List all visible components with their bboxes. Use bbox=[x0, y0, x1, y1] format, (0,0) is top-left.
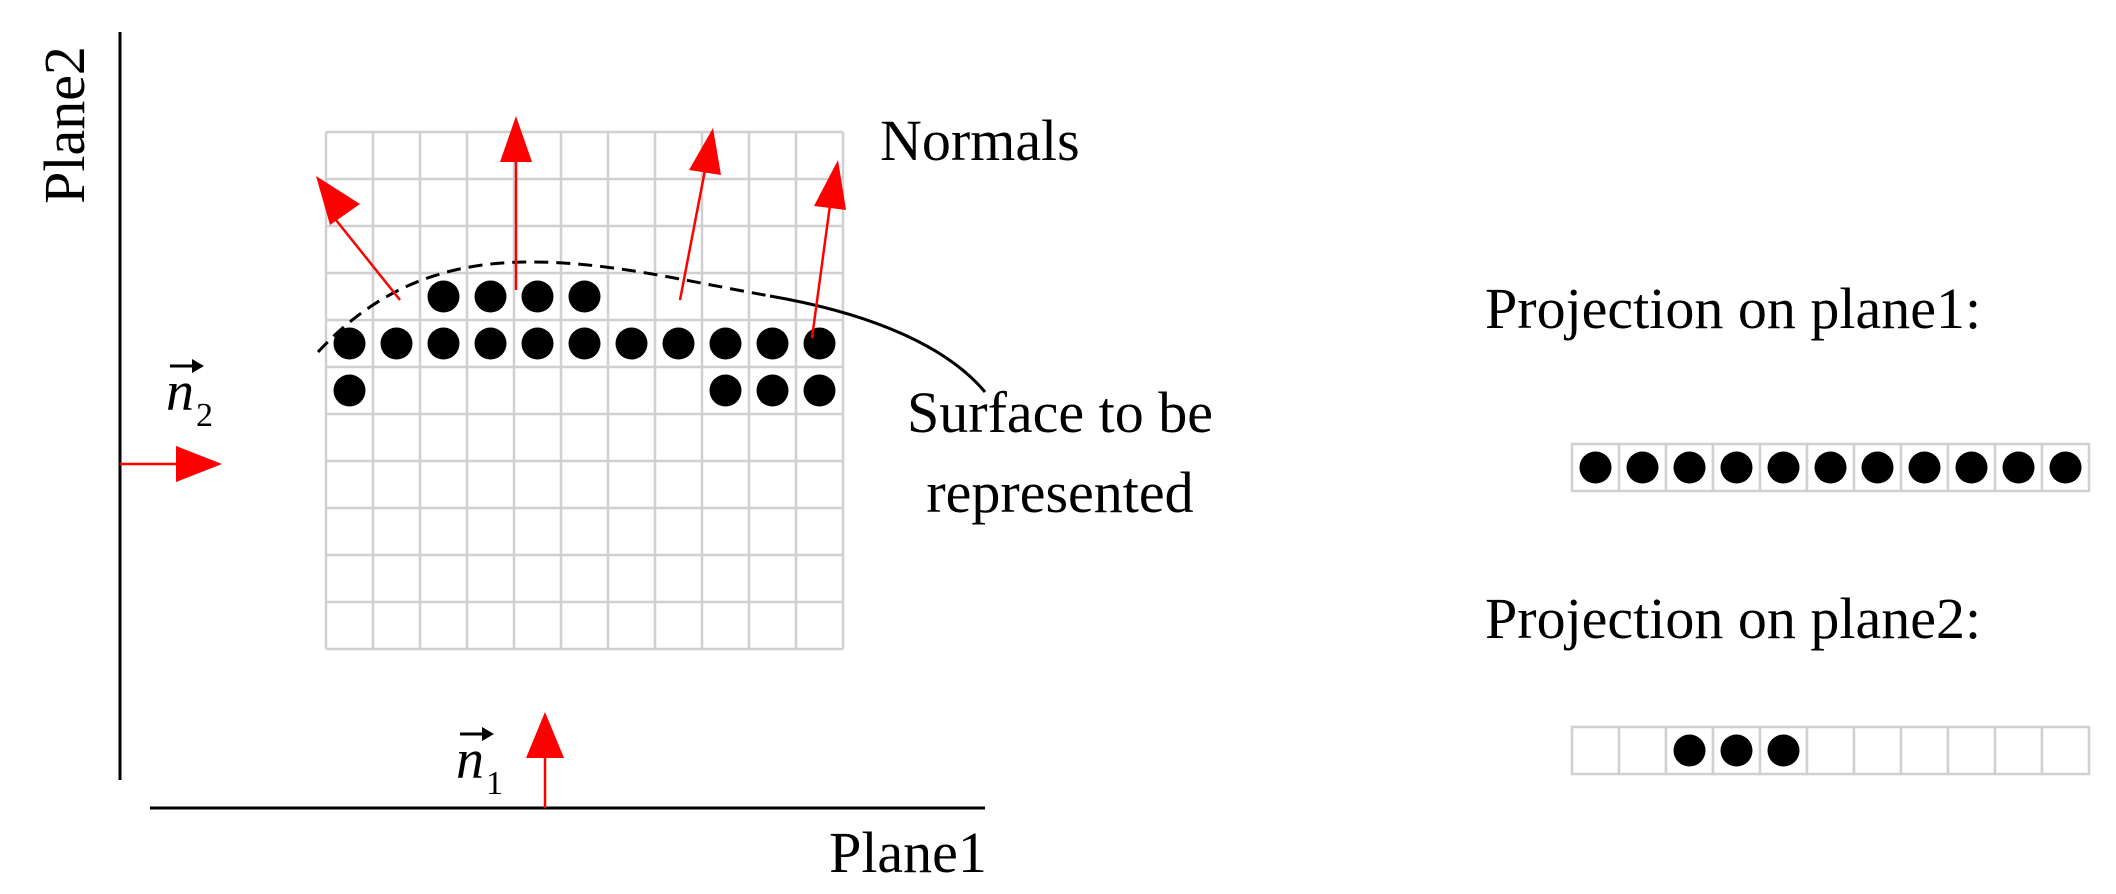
occupied-voxel bbox=[333, 327, 366, 360]
plane2-label: Plane2 bbox=[32, 46, 97, 204]
normal-arrow-icon bbox=[335, 219, 401, 301]
projection-voxel bbox=[1908, 451, 1941, 484]
surface-label-line1: Surface to be bbox=[907, 380, 1213, 445]
projection-voxel bbox=[1814, 451, 1847, 484]
projection-voxel bbox=[1767, 734, 1800, 767]
projection-cell bbox=[1805, 725, 1856, 776]
surface-label-line2: represented bbox=[926, 460, 1193, 525]
occupied-voxel bbox=[756, 374, 789, 407]
n2-subscript: 2 bbox=[196, 397, 213, 434]
occupied-voxel bbox=[756, 327, 789, 360]
n2-vector-arrowhead-icon bbox=[192, 359, 204, 373]
occupied-voxel bbox=[474, 327, 507, 360]
normal-arrowhead-icon bbox=[316, 176, 360, 225]
surface-curve-solid bbox=[769, 294, 987, 393]
projection-cell bbox=[1617, 725, 1668, 776]
n1-subscript: 1 bbox=[486, 765, 503, 802]
projection-cell bbox=[1570, 725, 1621, 776]
projection-voxel bbox=[1955, 451, 1988, 484]
occupied-voxel bbox=[803, 327, 836, 360]
occupied-voxel bbox=[427, 327, 460, 360]
occupied-voxel bbox=[521, 280, 554, 313]
occupied-voxel bbox=[615, 327, 648, 360]
normal-arrows bbox=[316, 116, 846, 339]
projection-voxel bbox=[1720, 451, 1753, 484]
projection-voxel bbox=[2049, 451, 2082, 484]
occupied-voxel bbox=[474, 280, 507, 313]
n2-symbol: n bbox=[166, 361, 194, 423]
normal-arrow-icon bbox=[678, 169, 707, 301]
normal-arrow-icon bbox=[810, 204, 832, 339]
projection-plane1-strip bbox=[1570, 442, 2091, 493]
occupied-voxel bbox=[662, 327, 695, 360]
projection-cell bbox=[1993, 725, 2044, 776]
projection-cell bbox=[1946, 725, 1997, 776]
projection-voxel bbox=[1673, 451, 1706, 484]
projection-voxel bbox=[1720, 734, 1753, 767]
n1-symbol: n bbox=[456, 729, 484, 791]
n2-arrowhead-icon bbox=[176, 446, 222, 482]
projection-voxel bbox=[2002, 451, 2035, 484]
occupied-voxels bbox=[333, 280, 836, 407]
voxel-grid bbox=[324, 130, 845, 651]
occupied-voxel bbox=[568, 280, 601, 313]
normal-arrowhead-icon bbox=[814, 160, 846, 210]
n1-normal-vector: n 1 bbox=[456, 712, 564, 808]
projection-voxel bbox=[1579, 451, 1612, 484]
projection-voxel bbox=[1861, 451, 1894, 484]
occupied-voxel bbox=[333, 374, 366, 407]
projection-cell bbox=[1852, 725, 1903, 776]
occupied-voxel bbox=[709, 374, 742, 407]
normal-arrowhead-icon bbox=[689, 128, 721, 175]
normal-arrowhead-icon bbox=[500, 116, 532, 162]
normals-label: Normals bbox=[880, 108, 1080, 173]
occupied-voxel bbox=[380, 327, 413, 360]
projection-plane2-label: Projection on plane2: bbox=[1485, 586, 1981, 651]
occupied-voxel bbox=[521, 327, 554, 360]
projection-cell bbox=[2040, 725, 2091, 776]
occupied-voxel bbox=[427, 280, 460, 313]
projection-voxel bbox=[1673, 734, 1706, 767]
projection-cell bbox=[1899, 725, 1950, 776]
surface-curve-dashed bbox=[316, 260, 771, 354]
n1-vector-arrowhead-icon bbox=[482, 727, 494, 741]
projection-plane2-strip bbox=[1570, 725, 2091, 776]
n1-arrowhead-icon bbox=[526, 712, 564, 758]
occupied-voxel bbox=[803, 374, 836, 407]
n2-normal-vector: n 2 bbox=[120, 359, 222, 482]
occupied-voxel bbox=[568, 327, 601, 360]
projection-voxel bbox=[1626, 451, 1659, 484]
occupied-voxel bbox=[709, 327, 742, 360]
projection-voxel bbox=[1767, 451, 1800, 484]
plane1-label: Plane1 bbox=[829, 820, 987, 885]
projection-plane1-label: Projection on plane1: bbox=[1485, 276, 1981, 341]
